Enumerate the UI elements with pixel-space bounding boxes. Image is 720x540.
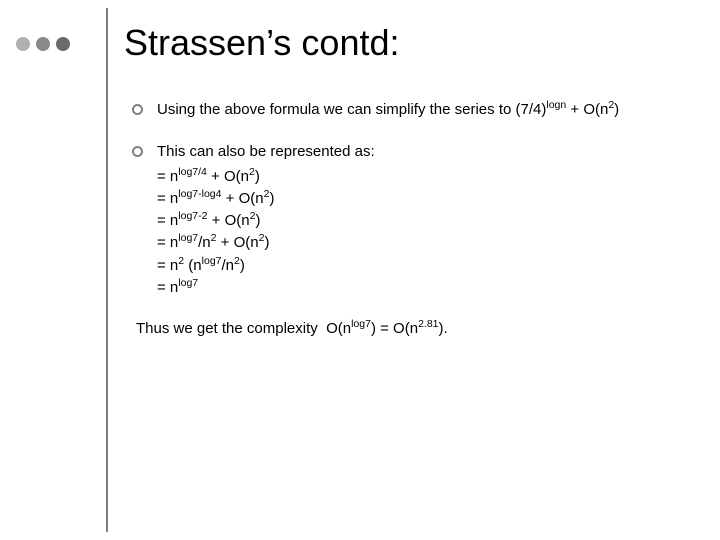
bullet-marker-icon [132,104,143,115]
bullet-marker-icon [132,146,143,157]
slide-body: Using the above formula we can simplify … [132,100,690,337]
vertical-rule [106,8,108,532]
equation-5: = n2 (nlog7/n2) [157,256,690,276]
dot-3 [56,37,70,51]
bullet-1: Using the above formula we can simplify … [132,100,690,120]
equation-list: = nlog7/4 + O(n2) = nlog7-log4 + O(n2) =… [157,167,690,299]
conclusion-text: Thus we get the complexity O(nlog7) = O(… [136,320,690,337]
bullet-2-lead: This can also be represented as: [157,143,375,160]
equation-6: = nlog7 [157,278,690,298]
equation-4: = nlog7/n2 + O(n2) [157,233,690,253]
bullet-1-lead: Using the above formula we can simplify … [157,101,511,118]
bullet-2-text: This can also be represented as: = nlog7… [157,142,690,298]
slide-title: Strassen’s contd: [124,22,399,64]
bullet-2: This can also be represented as: = nlog7… [132,142,690,298]
corner-dots [16,37,70,51]
dot-2 [36,37,50,51]
equation-3: = nlog7-2 + O(n2) [157,211,690,231]
equation-1: = nlog7/4 + O(n2) [157,167,690,187]
dot-1 [16,37,30,51]
equation-2: = nlog7-log4 + O(n2) [157,189,690,209]
bullet-1-text: Using the above formula we can simplify … [157,100,690,120]
bullet-1-tail: (7/4)logn + O(n2) [516,101,620,118]
